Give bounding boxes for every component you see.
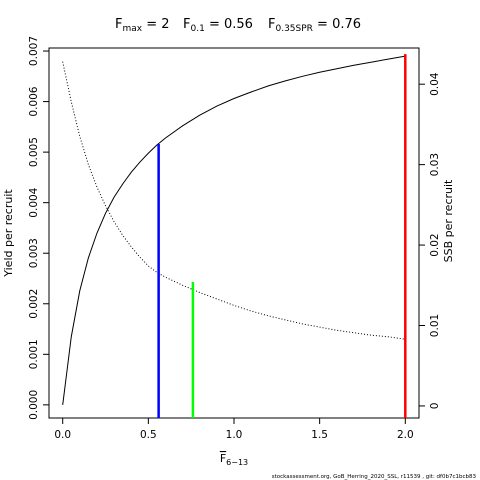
x-tick-label: 0.5	[140, 429, 157, 441]
y2-tick-label: 0.02	[429, 233, 441, 256]
title-part: Fmax = 2	[115, 17, 170, 34]
x-tick-label: 1.0	[226, 429, 243, 441]
series-layer	[62, 55, 406, 405]
x-tick-label: 2.0	[397, 429, 414, 441]
footer-credit: stockassessment.org, GoB_Herring_2020_SS…	[271, 474, 476, 480]
y2-tick-label: 0	[429, 403, 441, 410]
y-tick-label: 0.001	[28, 339, 40, 369]
x-axis-title: F6−13	[220, 452, 248, 467]
y-tick-label: 0.004	[28, 187, 40, 217]
y-axis-right: 0 0.01 0.02 0.03 0.04	[419, 72, 441, 409]
title-part: F0.1 = 0.56	[183, 17, 253, 34]
yield-per-recruit-line	[62, 55, 406, 405]
y-tick-label: 0.002	[28, 289, 40, 319]
reference-lines	[157, 54, 407, 418]
chart-title: Fmax = 2 F0.1 = 0.56 F0.35SPR = 0.76	[115, 17, 361, 34]
y-tick-label: 0.003	[28, 238, 40, 268]
y-tick-label: 0.007	[28, 36, 40, 66]
y-tick-label: 0.006	[28, 86, 40, 116]
title-part: F0.35SPR = 0.76	[268, 17, 361, 34]
y2-tick-label: 0.04	[429, 72, 441, 96]
x-tick-label: 1.5	[311, 429, 328, 441]
y-tick-label: 0.000	[28, 390, 40, 420]
x-axis: 0.0 0.5 1.0 1.5 2.0	[54, 417, 414, 441]
y2-tick-label: 0.01	[429, 314, 441, 337]
y-axis-title: Yield per recruit	[2, 189, 15, 278]
y2-tick-label: 0.03	[429, 153, 441, 176]
y2-axis-title: SSB per recruit	[442, 179, 455, 262]
x-tick-label: 0.0	[54, 429, 71, 441]
ssb-per-recruit-line	[62, 61, 406, 340]
plot-frame	[48, 47, 420, 419]
y-tick-label: 0.005	[28, 137, 40, 167]
y-axis-left: 0.000 0.001 0.002 0.003 0.004 0.005 0.006 0.007	[28, 36, 49, 420]
